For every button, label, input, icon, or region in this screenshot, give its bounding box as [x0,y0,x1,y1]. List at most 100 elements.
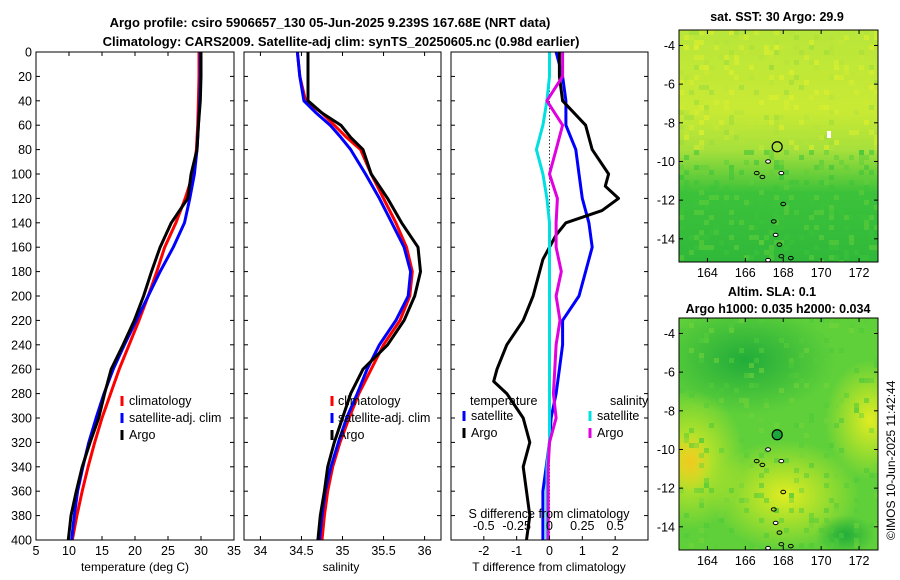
field-cell [679,110,684,115]
field-cell [769,50,774,55]
x-tick-label: -2 [478,544,489,558]
t-difference-axis-label: T difference from climatology [472,560,626,574]
field-cell [704,333,709,338]
field-cell [834,473,839,478]
field-cell [749,363,754,368]
field-cell [799,378,804,383]
field-cell [784,235,789,240]
field-cell [779,115,784,120]
field-cell [704,165,709,170]
sst-missing-data-cell [827,131,831,138]
series-line-satellite-adj-clim [70,52,202,540]
field-cell [709,215,714,220]
field-cell [829,215,834,220]
salinity-legend: climatology satellite-adj. clim Argo [330,394,430,442]
field-cell [774,423,779,428]
field-cell [814,518,819,523]
x-tick-label: 35.5 [371,544,395,558]
field-cell [754,493,759,498]
field-cell [854,110,859,115]
field-cell [784,185,789,190]
field-cell [819,528,824,533]
field-cell [779,165,784,170]
t-difference-axis-ticks: -2 -1 0 1 2 [478,536,619,558]
field-cell [824,348,829,353]
field-cell [779,225,784,230]
field-cell [784,170,789,175]
field-cell [829,140,834,145]
field-cell [814,90,819,95]
field-cell [809,230,814,235]
depth-tick-label: 280 [11,387,32,401]
field-cell [854,368,859,373]
field-cell [734,55,739,60]
field-cell [844,165,849,170]
latitude-tick-label: -6 [664,366,675,380]
field-cell [734,60,739,65]
field-cell [774,130,779,135]
field-cell [679,70,684,75]
field-cell [774,60,779,65]
field-cell [799,50,804,55]
field-cell [849,80,854,85]
field-cell [859,155,864,160]
field-cell [714,543,719,548]
series-line-satellite-adj-clim [295,52,413,540]
island-outline [765,159,771,164]
island-outline [759,462,766,468]
series-line-climatology [295,52,414,540]
field-cell [689,393,694,398]
field-cell [714,225,719,230]
field-cell [734,318,739,323]
field-cell [689,348,694,353]
field-cell [759,418,764,423]
field-cell [834,65,839,70]
field-cell [784,60,789,65]
field-cell [774,95,779,100]
field-cell [699,30,704,35]
field-cell [829,175,834,180]
field-cell [874,463,878,468]
temperature-series [66,52,203,540]
field-cell [754,383,759,388]
latitude-tick-label: -14 [657,520,675,534]
field-cell [869,428,874,433]
depth-tick-label: 100 [11,168,32,182]
difference-panel-depth-ticks [451,51,648,541]
field-cell [864,80,869,85]
field-cell [814,175,819,180]
field-cell [774,508,779,513]
field-cell [764,250,769,255]
series-line-argo [66,52,203,540]
field-cell [689,80,694,85]
argo-position-marker [771,429,783,441]
field-cell [679,205,684,210]
x-tick-label: -1 [511,544,522,558]
field-cell [769,75,774,80]
latitude-tick-label: -4 [664,327,675,341]
field-cell [759,473,764,478]
field-cell [704,105,709,110]
field-cell [779,240,784,245]
field-cell [719,538,724,543]
longitude-tick-label: 170 [811,266,832,280]
field-cell [774,80,779,85]
field-cell [779,388,784,393]
field-cell [824,483,829,488]
field-cell [729,90,734,95]
field-cell [769,255,774,260]
x-tick-label: 36 [418,544,432,558]
field-cell [834,240,839,245]
field-cell [739,318,744,323]
field-cell [759,95,764,100]
depth-tick-label: 40 [18,94,32,108]
field-cell [824,508,829,513]
field-cell [854,90,859,95]
longitude-tick-label: 164 [697,554,718,568]
field-cell [829,543,834,548]
field-cell [684,170,689,175]
field-cell [854,528,859,533]
field-cell [704,478,709,483]
field-cell [699,245,704,250]
field-cell [729,50,734,55]
